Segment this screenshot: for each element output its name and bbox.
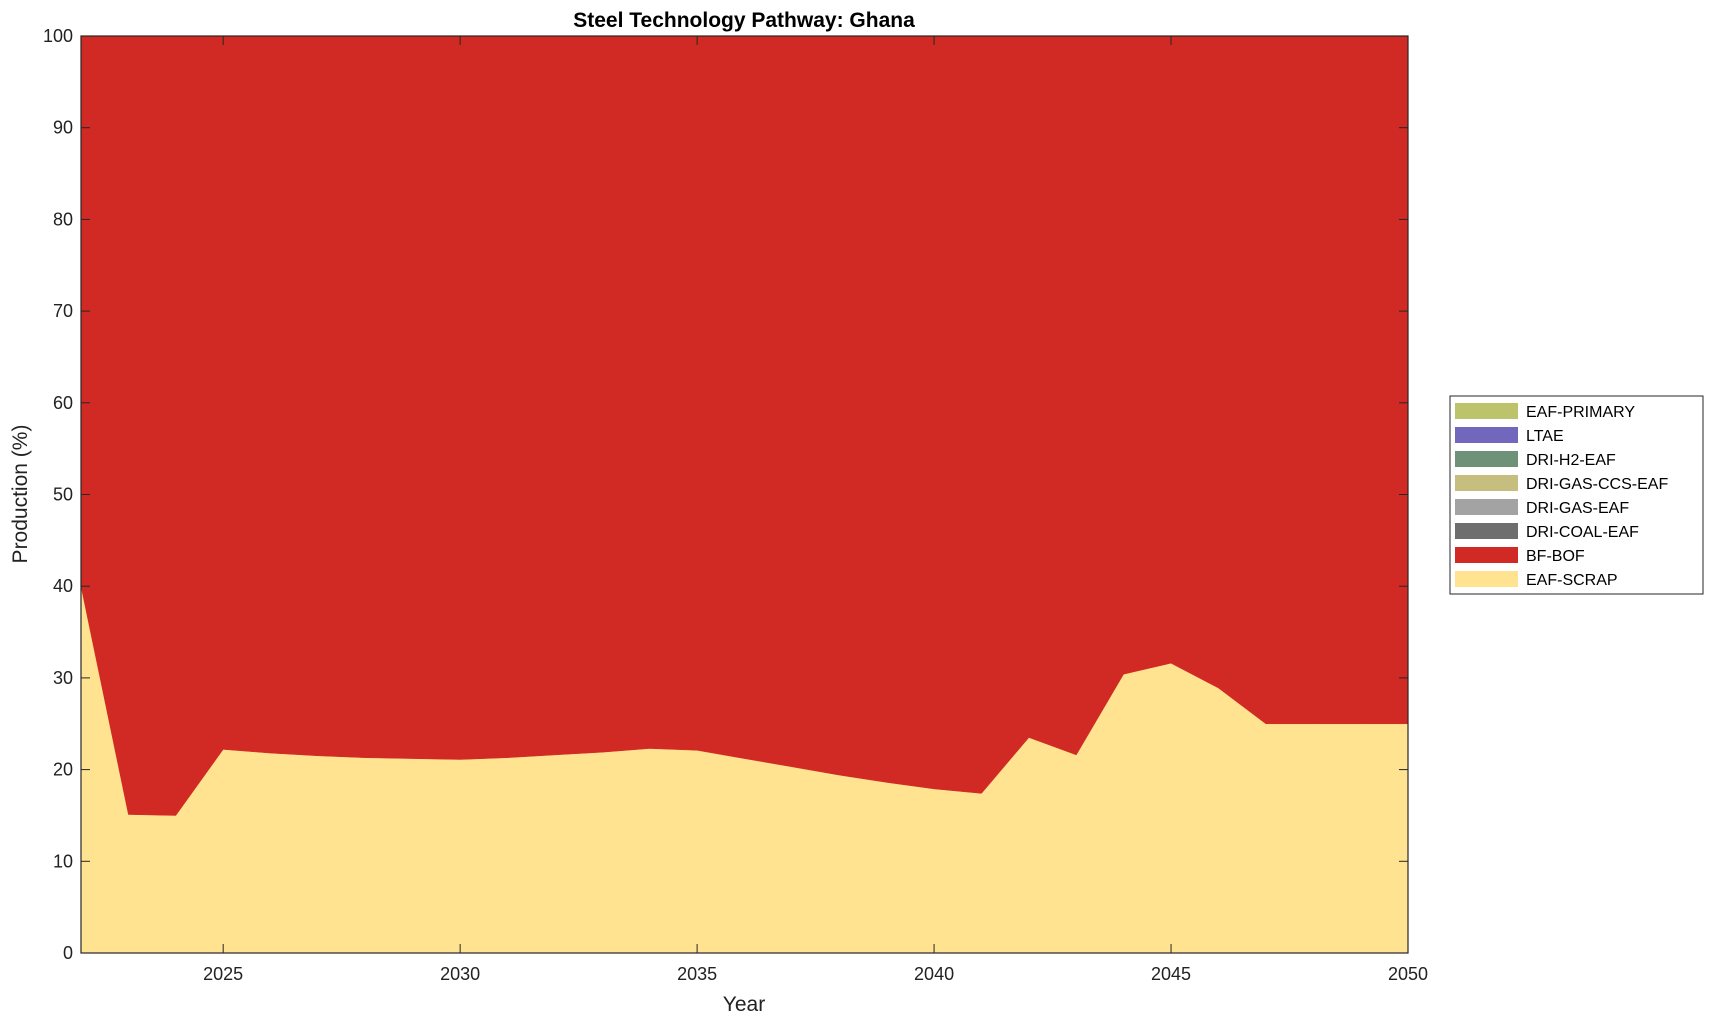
legend-label-eaf-primary: EAF-PRIMARY [1526, 404, 1635, 421]
y-tick-label: 100 [43, 26, 73, 46]
x-axis-ticks: 2025 2030 2035 2040 2045 2050 [203, 36, 1428, 984]
legend-swatch-dri-gas-ccs-eaf [1455, 475, 1518, 491]
legend-swatch-ltae [1455, 427, 1518, 443]
y-axis-label: Production (%) [9, 425, 32, 564]
y-tick-label: 20 [53, 760, 73, 780]
y-tick-label: 60 [53, 393, 73, 413]
legend-label-dri-gas-ccs-eaf: DRI-GAS-CCS-EAF [1526, 476, 1668, 493]
y-tick-label: 0 [63, 943, 73, 963]
x-tick-label: 2045 [1151, 964, 1191, 984]
legend-swatch-dri-coal-eaf [1455, 523, 1518, 539]
y-tick-label: 90 [53, 118, 73, 138]
x-tick-label: 2025 [203, 964, 243, 984]
legend-label-eaf-scrap: EAF-SCRAP [1526, 572, 1618, 589]
area-layers [80, 35, 1409, 954]
y-tick-label: 50 [53, 485, 73, 505]
y-tick-label: 70 [53, 301, 73, 321]
y-tick-label: 30 [53, 668, 73, 688]
legend-swatch-eaf-scrap [1455, 571, 1518, 587]
legend-label-dri-h2-eaf: DRI-H2-EAF [1526, 452, 1616, 469]
legend-swatch-eaf-primary [1455, 403, 1518, 419]
legend: EAF-PRIMARY LTAE DRI-H2-EAF DRI-GAS-CCS-EAF… [1449, 395, 1704, 595]
x-tick-label: 2050 [1388, 964, 1428, 984]
y-tick-label: 40 [53, 576, 73, 596]
y-tick-label: 10 [53, 851, 73, 871]
x-axis-label: Year [723, 993, 765, 1016]
legend-label-bf-bof: BF-BOF [1526, 548, 1585, 565]
y-axis-ticks: 0 10 20 30 40 50 60 70 80 90 100 [43, 26, 1408, 963]
legend-swatch-bf-bof [1455, 547, 1518, 563]
legend-swatch-dri-h2-eaf [1455, 451, 1518, 467]
legend-label-ltae: LTAE [1526, 428, 1564, 445]
y-tick-label: 80 [53, 209, 73, 229]
x-tick-label: 2035 [677, 964, 717, 984]
legend-label-dri-coal-eaf: DRI-COAL-EAF [1526, 524, 1639, 541]
legend-swatch-dri-gas-eaf [1455, 499, 1518, 515]
x-tick-label: 2030 [440, 964, 480, 984]
legend-label-dri-gas-eaf: DRI-GAS-EAF [1526, 500, 1629, 517]
chart-title: Steel Technology Pathway: Ghana [573, 9, 915, 32]
x-tick-label: 2040 [914, 964, 954, 984]
